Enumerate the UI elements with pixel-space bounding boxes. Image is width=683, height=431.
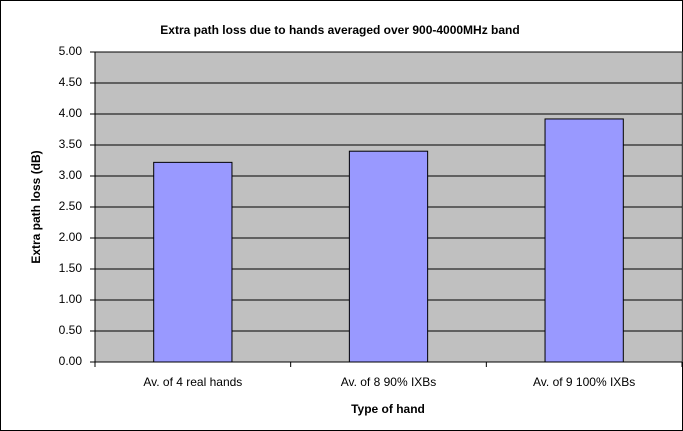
y-axis-title: Extra path loss (dB)	[29, 150, 43, 263]
y-tick-label: 1.00	[59, 292, 83, 306]
chart-title: Extra path loss due to hands averaged ov…	[160, 23, 519, 37]
y-tick-label: 5.00	[59, 44, 83, 58]
y-tick-label: 2.00	[59, 230, 83, 244]
y-tick-label: 3.50	[59, 137, 83, 151]
bar	[348, 150, 429, 363]
x-tick-label: Av. of 9 100% IXBs	[533, 375, 635, 389]
x-tick-label: Av. of 4 real hands	[143, 375, 242, 389]
x-tick-label: Av. of 8 90% IXBs	[341, 375, 437, 389]
y-tick-label: 0.50	[59, 323, 83, 337]
y-tick-label: 3.00	[59, 168, 83, 182]
y-tick-label: 2.50	[59, 199, 83, 213]
x-axis-title: Type of hand	[351, 402, 425, 416]
y-tick-label: 0.00	[59, 354, 83, 368]
y-tick-label: 4.00	[59, 106, 83, 120]
bar	[153, 161, 233, 363]
bar	[544, 118, 624, 363]
y-tick-label: 4.50	[59, 75, 83, 89]
y-tick-label: 1.50	[59, 261, 83, 275]
